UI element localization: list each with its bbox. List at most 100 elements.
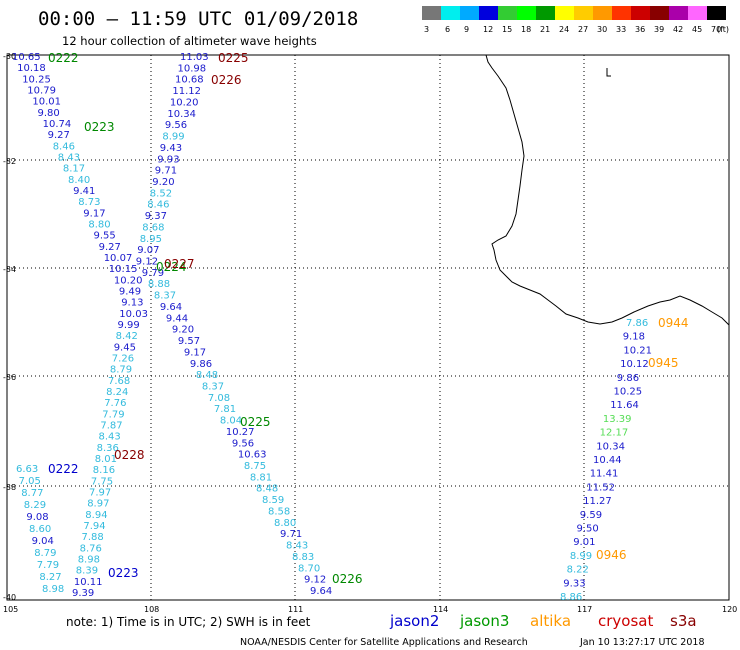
wave-height-value: 8.94 — [85, 510, 107, 521]
wave-height-value: 8.80 — [88, 220, 110, 231]
wave-height-value: 8.76 — [80, 543, 102, 554]
legend-tick: 9 — [464, 25, 469, 34]
wave-height-value: 9.50 — [577, 524, 599, 535]
wave-height-value: 11.03 — [180, 52, 209, 63]
wave-height-value: 7.05 — [19, 476, 41, 487]
wave-height-value: 9.57 — [178, 336, 200, 347]
wave-height-value: 9.49 — [119, 287, 141, 298]
pass-label-0223: 0223 — [108, 566, 139, 580]
wave-height-value: 7.76 — [104, 398, 126, 409]
wave-height-value: 8.42 — [116, 331, 138, 342]
lon-tick-label: 105 — [3, 605, 18, 614]
wave-height-value: 9.08 — [26, 512, 48, 523]
wave-height-value: 10.12 — [620, 359, 649, 370]
lat-tick-label: -34 — [3, 265, 16, 274]
legend-swatch — [441, 6, 460, 20]
wave-height-value: 8.98 — [78, 555, 100, 566]
pass-label-0225: 0225 — [218, 51, 249, 65]
wave-height-value: 10.34 — [596, 441, 625, 452]
wave-height-value: 8.99 — [570, 551, 592, 562]
legend-tick: 36 — [635, 25, 645, 34]
legend-tick: 12 — [483, 25, 493, 34]
wave-height-value: 10.25 — [614, 387, 643, 398]
wave-height-value: 8.98 — [42, 584, 64, 595]
wave-height-value: 7.79 — [102, 409, 124, 420]
wave-height-value: 8.43 — [99, 432, 121, 443]
pass-label-0223: 0223 — [84, 120, 115, 134]
wave-height-value: 7.87 — [100, 421, 122, 432]
wave-height-value: 8.24 — [106, 387, 128, 398]
wave-height-value: 9.17 — [184, 347, 206, 358]
wave-height-value: 9.17 — [83, 208, 105, 219]
wave-height-value: 10.15 — [109, 264, 138, 275]
wave-height-value: 9.12 — [136, 257, 158, 268]
wave-height-value: 10.20 — [170, 97, 199, 108]
wave-height-value: 9.55 — [94, 231, 116, 242]
wave-height-value: 10.98 — [178, 63, 207, 74]
wave-height-value: 10.27 — [226, 427, 255, 438]
wave-height-value: 8.73 — [78, 197, 100, 208]
pass-label-0227: 0227 — [164, 257, 195, 271]
wave-height-value: 9.20 — [172, 325, 194, 336]
legend-tick: 30 — [597, 25, 607, 34]
legend-swatch — [688, 6, 707, 20]
satellite-legend-cryosat: cryosat — [598, 612, 653, 630]
wave-height-value: 9.71 — [280, 529, 302, 540]
credit-text: NOAA/NESDIS Center for Satellite Applica… — [240, 637, 528, 648]
wave-height-value: 11.27 — [583, 496, 612, 507]
wave-height-value: 10.01 — [32, 97, 61, 108]
pass-label-0222: 0222 — [48, 51, 79, 65]
legend-swatch — [479, 6, 498, 20]
wave-height-value: 11.41 — [590, 469, 619, 480]
pass-label-0946: 0946 — [596, 548, 627, 562]
wave-height-value: 7.68 — [108, 376, 130, 387]
wave-height-value: 8.48 — [196, 370, 218, 381]
wave-height-value: 8.16 — [93, 465, 115, 476]
wave-height-value: 9.86 — [190, 359, 212, 370]
wave-height-value: 9.41 — [73, 186, 95, 197]
wave-height-value: 8.86 — [560, 592, 582, 603]
wave-height-value: 8.52 — [150, 188, 172, 199]
island-marker — [606, 68, 611, 77]
pass-label-0225: 0225 — [240, 415, 271, 429]
wave-height-value: 8.17 — [63, 164, 85, 175]
wave-height-value: 10.74 — [43, 119, 72, 130]
coastline-southwest-australia — [485, 54, 730, 327]
graticule — [7, 55, 729, 600]
satellite-legend-altika: altika — [530, 612, 571, 630]
wave-height-value: 11.64 — [610, 400, 639, 411]
wave-height-value: 9.07 — [137, 245, 159, 256]
wave-height-value: 9.80 — [38, 108, 60, 119]
legend-swatch — [574, 6, 593, 20]
pass-label-0224: 0224 — [156, 260, 187, 274]
wave-height-value: 10.18 — [17, 63, 46, 74]
wave-height-value: 8.37 — [154, 291, 176, 302]
wave-height-value: 9.43 — [160, 143, 182, 154]
wave-height-value: 10.65 — [12, 52, 41, 63]
wave-height-value: 9.20 — [152, 177, 174, 188]
wave-height-value: 9.01 — [573, 537, 595, 548]
legend-tick: 39 — [654, 25, 664, 34]
wave-height-value: 9.44 — [166, 313, 188, 324]
page-subtitle: 12 hour collection of altimeter wave hei… — [62, 34, 317, 48]
wave-height-value: 8.40 — [68, 175, 90, 186]
legend-tick: 3 — [424, 25, 429, 34]
pass-label-0945: 0945 — [648, 356, 679, 370]
legend-tick: 70 — [711, 25, 721, 34]
wave-height-value: 8.39 — [76, 566, 98, 577]
timestamp-text: Jan 10 13:27:17 UTC 2018 — [579, 637, 705, 648]
wave-height-value: 8.59 — [262, 495, 284, 506]
wave-height-value: 8.43 — [286, 541, 308, 552]
lon-tick-label: 114 — [433, 605, 448, 614]
pass-label-0228: 0228 — [114, 448, 145, 462]
wave-height-value: 9.56 — [232, 438, 254, 449]
lon-tick-label: 117 — [577, 605, 592, 614]
wave-height-value: 8.77 — [21, 488, 43, 499]
legend-swatch — [631, 6, 650, 20]
legend-swatch — [707, 6, 726, 20]
wave-height-value: 8.60 — [29, 524, 51, 535]
wave-height-value: 8.04 — [220, 416, 242, 427]
satellite-legend-jason3: jason3 — [459, 612, 509, 630]
